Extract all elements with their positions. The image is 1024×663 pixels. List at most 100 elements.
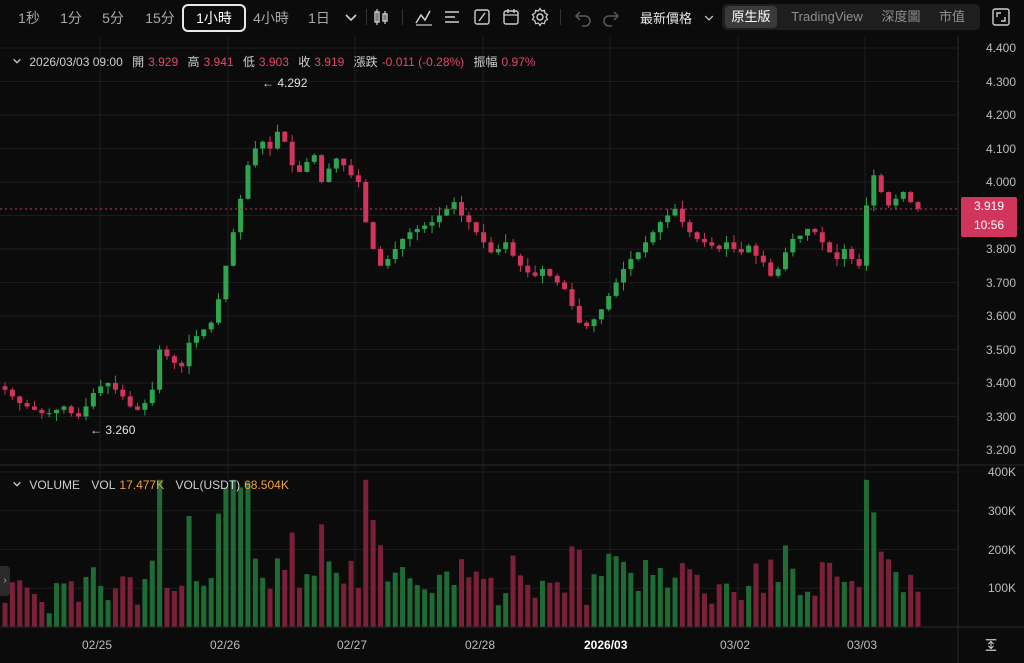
candle-body bbox=[503, 242, 509, 249]
change-label: 漲跌 bbox=[353, 55, 378, 69]
view-marketcap-tab[interactable]: 市值 bbox=[938, 9, 965, 24]
volume-bar bbox=[635, 590, 641, 627]
candlestick-chart[interactable] bbox=[0, 36, 1024, 663]
candle-body bbox=[385, 259, 391, 266]
candle-body bbox=[746, 245, 752, 253]
calendar-icon[interactable] bbox=[500, 6, 522, 28]
candle-body bbox=[68, 406, 74, 414]
volume-bar bbox=[878, 551, 884, 627]
volume-bar bbox=[613, 556, 619, 627]
volume-bar bbox=[348, 560, 354, 627]
volume-bar bbox=[135, 604, 141, 627]
settings-icon[interactable] bbox=[529, 6, 551, 28]
chevron-down-icon[interactable] bbox=[12, 56, 22, 66]
candle-body bbox=[24, 403, 30, 407]
candle-body bbox=[834, 252, 840, 260]
candle-body bbox=[738, 249, 744, 253]
candle-body bbox=[915, 202, 921, 209]
candle-body bbox=[17, 396, 23, 404]
price-tick-label: 4.300 bbox=[985, 74, 1016, 89]
chevron-down-icon[interactable] bbox=[340, 6, 362, 28]
view-tradingview-tab[interactable]: TradingView bbox=[791, 9, 863, 24]
low-annotation: ← 3.260 bbox=[90, 423, 136, 437]
volume-bar bbox=[849, 580, 855, 627]
timeframe-1d[interactable]: 1日 bbox=[308, 10, 330, 26]
volume-bar bbox=[326, 561, 332, 627]
fullscreen-icon[interactable] bbox=[990, 6, 1012, 28]
redo-icon[interactable] bbox=[600, 6, 622, 28]
indicator-icon[interactable] bbox=[413, 6, 435, 28]
volume-bar bbox=[797, 595, 803, 627]
volume-bar bbox=[731, 592, 737, 627]
candle-body bbox=[31, 406, 37, 410]
timeframe-1h[interactable]: 1小時 bbox=[182, 4, 246, 32]
toolbar-divider bbox=[402, 9, 403, 25]
volume-bar bbox=[105, 600, 111, 627]
volume-bar bbox=[54, 583, 60, 627]
candle-body bbox=[753, 245, 759, 256]
timeframe-5m[interactable]: 5分 bbox=[102, 10, 124, 26]
time-tick-label: 02/28 bbox=[465, 638, 496, 652]
candle-body bbox=[650, 232, 656, 243]
shape-tool-icon[interactable] bbox=[471, 6, 493, 28]
candle-body bbox=[54, 409, 60, 414]
volume-bar bbox=[863, 479, 869, 627]
candle-body bbox=[39, 409, 45, 414]
candle-body bbox=[466, 215, 472, 223]
volume-bar bbox=[871, 512, 877, 627]
candle-body bbox=[481, 232, 487, 243]
volume-bar bbox=[83, 577, 89, 627]
candle-type-icon[interactable] bbox=[370, 6, 392, 28]
volume-bar bbox=[24, 587, 30, 627]
drawing-list-icon[interactable] bbox=[441, 6, 463, 28]
candle-body bbox=[878, 175, 884, 193]
volume-tick-label: 100K bbox=[987, 581, 1016, 596]
timeframe-4h[interactable]: 4小時 bbox=[253, 10, 289, 26]
candle-body bbox=[606, 295, 612, 310]
timeframe-15m[interactable]: 15分 bbox=[145, 10, 175, 26]
candle-body bbox=[112, 383, 118, 390]
timeframe-1m[interactable]: 1分 bbox=[60, 10, 82, 26]
view-native-tab[interactable]: 原生版 bbox=[725, 6, 777, 28]
candle-body bbox=[223, 265, 229, 300]
price-type-select[interactable]: 最新價格 bbox=[640, 8, 716, 27]
view-depth-tab[interactable]: 深度圖 bbox=[881, 9, 921, 24]
candle-body bbox=[142, 403, 148, 410]
volume-bar bbox=[378, 545, 384, 627]
volume-bar bbox=[333, 572, 339, 627]
volume-bar bbox=[341, 583, 347, 627]
candle-body bbox=[532, 272, 538, 276]
pane-resize-handle[interactable]: › bbox=[0, 566, 10, 596]
candle-body bbox=[782, 252, 788, 270]
volume-bar bbox=[790, 568, 796, 627]
high-annotation: ← 4.292 bbox=[262, 76, 308, 90]
candle-body bbox=[164, 349, 170, 357]
vol-usdt-label: VOL(USDT) bbox=[175, 478, 241, 492]
candle-body bbox=[665, 215, 671, 223]
candle-body bbox=[444, 208, 450, 216]
volume-bar bbox=[473, 571, 479, 627]
volume-bar bbox=[252, 558, 258, 627]
candle-body bbox=[260, 141, 266, 149]
vol-usdt-value: 68.504K bbox=[244, 478, 289, 492]
candle-body bbox=[282, 131, 288, 142]
toolbar-divider bbox=[560, 9, 561, 25]
volume-bar bbox=[208, 578, 214, 627]
volume-bar bbox=[775, 581, 781, 627]
undo-icon[interactable] bbox=[572, 6, 594, 28]
volume-bar bbox=[650, 574, 656, 627]
volume-bar bbox=[488, 577, 494, 627]
chevron-down-icon[interactable] bbox=[12, 479, 22, 489]
volume-bar bbox=[709, 603, 715, 627]
chart-toolbar: 1秒 1分 5分 15分 1小時 4小時 1日 最新價格 原生版 Trading… bbox=[0, 0, 1024, 36]
volume-bar bbox=[164, 587, 170, 627]
candle-body bbox=[297, 165, 303, 172]
scroll-to-latest-icon[interactable] bbox=[984, 638, 998, 657]
candle-body bbox=[238, 198, 244, 233]
volume-bar bbox=[297, 587, 303, 627]
volume-bar bbox=[760, 592, 766, 627]
volume-bar bbox=[444, 571, 450, 627]
timeframe-1s[interactable]: 1秒 bbox=[18, 10, 40, 26]
volume-bar bbox=[238, 487, 244, 627]
